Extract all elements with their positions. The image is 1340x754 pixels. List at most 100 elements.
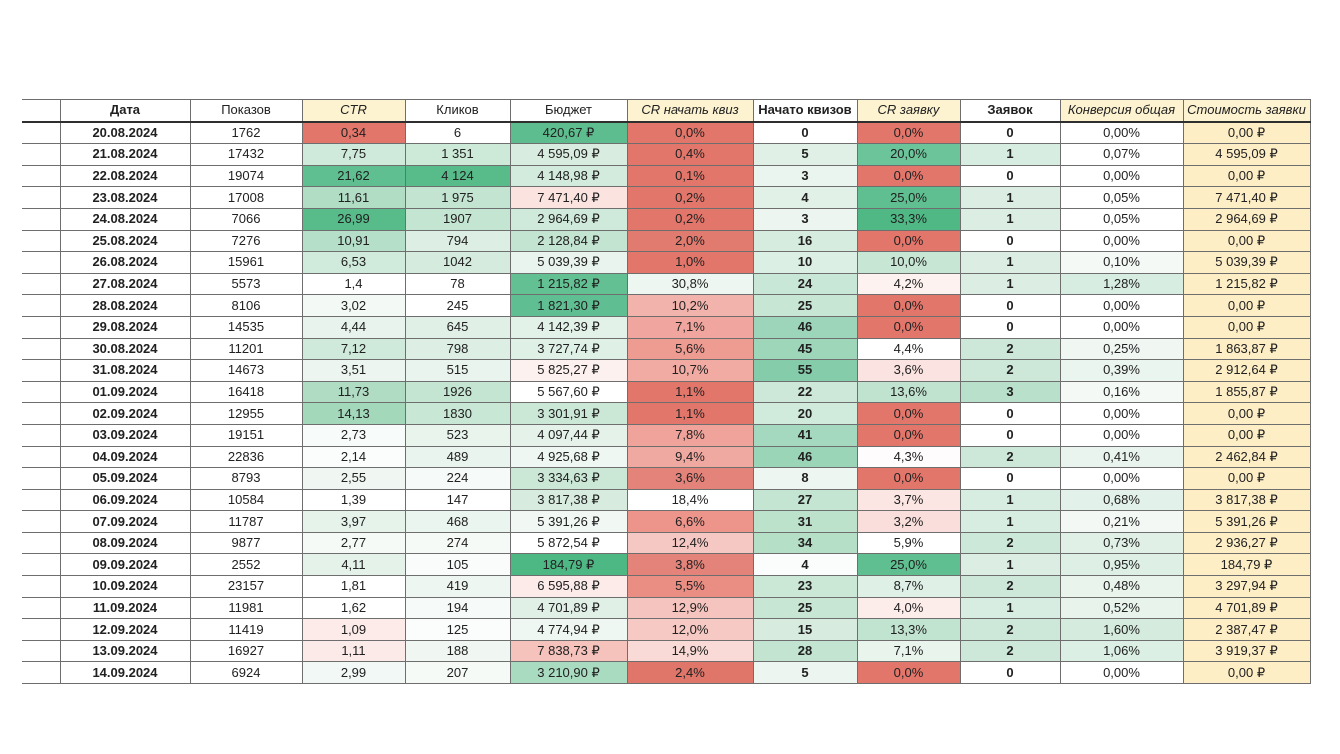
spacer-cell[interactable] bbox=[22, 337, 61, 361]
cell-cost_per_lead[interactable]: 1 863,87 ₽ bbox=[1182, 337, 1311, 361]
cell-ctr[interactable]: 1,4 bbox=[301, 272, 406, 296]
cell-cr_quiz_start[interactable]: 1,1% bbox=[626, 402, 754, 425]
cell-date[interactable]: 01.09.2024 bbox=[59, 380, 191, 404]
cell-conversion_total[interactable]: 0,00% bbox=[1059, 423, 1184, 447]
cell-conversion_total[interactable]: 0,00% bbox=[1059, 294, 1184, 317]
cell-cost_per_lead[interactable]: 0,00 ₽ bbox=[1182, 164, 1311, 188]
cell-ctr[interactable]: 4,44 bbox=[301, 315, 406, 339]
cell-cr_lead[interactable]: 0,0% bbox=[856, 661, 961, 685]
spacer-cell[interactable] bbox=[22, 467, 61, 490]
cell-cr_quiz_start[interactable]: 2,0% bbox=[626, 229, 754, 253]
cell-ctr[interactable]: 11,73 bbox=[301, 380, 406, 404]
cell-budget[interactable]: 3 301,91 ₽ bbox=[509, 402, 628, 425]
cell-conversion_total[interactable]: 0,68% bbox=[1059, 488, 1184, 512]
cell-budget[interactable]: 4 148,98 ₽ bbox=[509, 164, 628, 188]
cell-date[interactable]: 22.08.2024 bbox=[59, 164, 191, 188]
cell-cr_lead[interactable]: 3,7% bbox=[856, 488, 961, 512]
cell-cr_quiz_start[interactable]: 3,6% bbox=[626, 467, 754, 490]
cell-shows[interactable]: 14673 bbox=[189, 359, 303, 382]
cell-conversion_total[interactable]: 0,21% bbox=[1059, 510, 1184, 533]
column-header-shows[interactable]: Показов bbox=[189, 98, 303, 123]
cell-cr_quiz_start[interactable]: 30,8% bbox=[626, 272, 754, 296]
cell-cost_per_lead[interactable]: 4 701,89 ₽ bbox=[1182, 596, 1311, 620]
cell-cr_lead[interactable]: 0,0% bbox=[856, 402, 961, 425]
cell-date[interactable]: 25.08.2024 bbox=[59, 229, 191, 253]
column-header-leads[interactable]: Заявок bbox=[959, 98, 1061, 123]
cell-date[interactable]: 04.09.2024 bbox=[59, 445, 191, 469]
cell-clicks[interactable]: 224 bbox=[404, 467, 511, 490]
cell-cost_per_lead[interactable]: 0,00 ₽ bbox=[1182, 294, 1311, 317]
column-header-conversion_total[interactable]: Конверсия общая bbox=[1059, 98, 1184, 123]
cell-ctr[interactable]: 1,81 bbox=[301, 575, 406, 598]
cell-clicks[interactable]: 1042 bbox=[404, 251, 511, 274]
cell-quiz_started[interactable]: 5 bbox=[752, 143, 858, 166]
cell-cr_lead[interactable]: 0,0% bbox=[856, 229, 961, 253]
cell-cost_per_lead[interactable]: 0,00 ₽ bbox=[1182, 467, 1311, 490]
column-header-clicks[interactable]: Кликов bbox=[404, 98, 511, 123]
cell-clicks[interactable]: 468 bbox=[404, 510, 511, 533]
cell-quiz_started[interactable]: 4 bbox=[752, 186, 858, 209]
cell-conversion_total[interactable]: 0,05% bbox=[1059, 186, 1184, 209]
cell-conversion_total[interactable]: 1,28% bbox=[1059, 272, 1184, 296]
cell-ctr[interactable]: 2,99 bbox=[301, 661, 406, 685]
cell-budget[interactable]: 3 727,74 ₽ bbox=[509, 337, 628, 361]
cell-conversion_total[interactable]: 0,25% bbox=[1059, 337, 1184, 361]
cell-leads[interactable]: 2 bbox=[959, 618, 1061, 641]
cell-date[interactable]: 02.09.2024 bbox=[59, 402, 191, 425]
cell-ctr[interactable]: 4,11 bbox=[301, 553, 406, 577]
cell-leads[interactable]: 2 bbox=[959, 575, 1061, 598]
cell-conversion_total[interactable]: 0,00% bbox=[1059, 121, 1184, 145]
cell-ctr[interactable]: 11,61 bbox=[301, 186, 406, 209]
cell-conversion_total[interactable]: 0,07% bbox=[1059, 143, 1184, 166]
spacer-cell[interactable] bbox=[22, 423, 61, 447]
cell-shows[interactable]: 7066 bbox=[189, 207, 303, 231]
cell-quiz_started[interactable]: 5 bbox=[752, 661, 858, 685]
spacer-cell[interactable] bbox=[22, 294, 61, 317]
cell-quiz_started[interactable]: 15 bbox=[752, 618, 858, 641]
cell-conversion_total[interactable]: 0,00% bbox=[1059, 164, 1184, 188]
cell-clicks[interactable]: 125 bbox=[404, 618, 511, 641]
cell-leads[interactable]: 1 bbox=[959, 596, 1061, 620]
cell-quiz_started[interactable]: 46 bbox=[752, 315, 858, 339]
cell-quiz_started[interactable]: 8 bbox=[752, 467, 858, 490]
cell-clicks[interactable]: 274 bbox=[404, 531, 511, 555]
cell-budget[interactable]: 5 039,39 ₽ bbox=[509, 251, 628, 274]
cell-date[interactable]: 20.08.2024 bbox=[59, 121, 191, 145]
cell-clicks[interactable]: 794 bbox=[404, 229, 511, 253]
cell-leads[interactable]: 0 bbox=[959, 121, 1061, 145]
cell-cost_per_lead[interactable]: 3 919,37 ₽ bbox=[1182, 639, 1311, 663]
cell-clicks[interactable]: 4 124 bbox=[404, 164, 511, 188]
cell-date[interactable]: 27.08.2024 bbox=[59, 272, 191, 296]
cell-cr_quiz_start[interactable]: 9,4% bbox=[626, 445, 754, 469]
cell-quiz_started[interactable]: 3 bbox=[752, 164, 858, 188]
cell-cr_lead[interactable]: 3,6% bbox=[856, 359, 961, 382]
cell-conversion_total[interactable]: 0,52% bbox=[1059, 596, 1184, 620]
cell-shows[interactable]: 1762 bbox=[189, 121, 303, 145]
cell-cr_lead[interactable]: 0,0% bbox=[856, 467, 961, 490]
cell-clicks[interactable]: 1830 bbox=[404, 402, 511, 425]
cell-shows[interactable]: 22836 bbox=[189, 445, 303, 469]
cell-budget[interactable]: 4 701,89 ₽ bbox=[509, 596, 628, 620]
spacer-cell[interactable] bbox=[22, 445, 61, 469]
cell-date[interactable]: 24.08.2024 bbox=[59, 207, 191, 231]
cell-clicks[interactable]: 188 bbox=[404, 639, 511, 663]
cell-quiz_started[interactable]: 4 bbox=[752, 553, 858, 577]
cell-quiz_started[interactable]: 20 bbox=[752, 402, 858, 425]
cell-shows[interactable]: 9877 bbox=[189, 531, 303, 555]
cell-cr_quiz_start[interactable]: 6,6% bbox=[626, 510, 754, 533]
cell-cost_per_lead[interactable]: 184,79 ₽ bbox=[1182, 553, 1311, 577]
cell-cr_lead[interactable]: 0,0% bbox=[856, 423, 961, 447]
spacer-cell[interactable] bbox=[22, 207, 61, 231]
cell-date[interactable]: 23.08.2024 bbox=[59, 186, 191, 209]
cell-date[interactable]: 09.09.2024 bbox=[59, 553, 191, 577]
spacer-cell[interactable] bbox=[22, 618, 61, 641]
column-header-cr_lead[interactable]: CR заявку bbox=[856, 98, 961, 123]
cell-budget[interactable]: 4 595,09 ₽ bbox=[509, 143, 628, 166]
cell-ctr[interactable]: 7,12 bbox=[301, 337, 406, 361]
cell-budget[interactable]: 5 825,27 ₽ bbox=[509, 359, 628, 382]
cell-clicks[interactable]: 6 bbox=[404, 121, 511, 145]
cell-cr_lead[interactable]: 20,0% bbox=[856, 143, 961, 166]
column-header-date[interactable]: Дата bbox=[59, 98, 191, 123]
spacer-cell[interactable] bbox=[22, 143, 61, 166]
cell-cr_lead[interactable]: 7,1% bbox=[856, 639, 961, 663]
